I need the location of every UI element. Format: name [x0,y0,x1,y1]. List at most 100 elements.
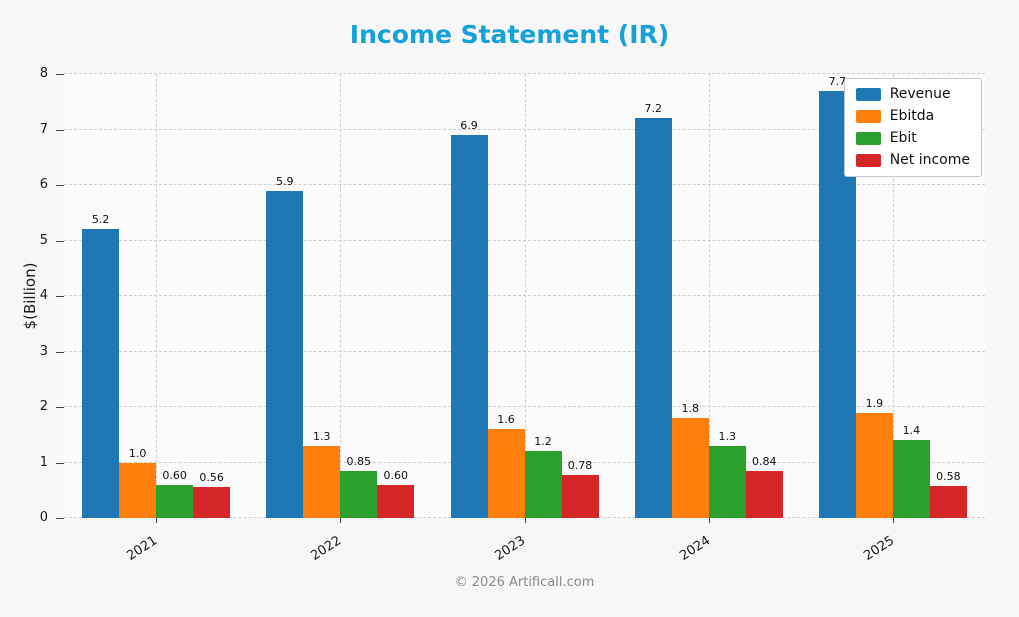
bar-ebitda [487,429,525,518]
y-tick-label: 2 [39,399,48,414]
bar-group: 7.2 1.8 1.3 0.84 [617,74,801,518]
bar-value-label: 0.60 [383,468,409,482]
bar-value-label: 1.2 [534,435,552,449]
x-tick-label: 2025 [861,533,898,564]
legend-label: Ebitda [889,108,935,124]
bar-value-label: 5.2 [91,213,110,227]
v-gridline [708,74,710,518]
y-tick-label: 1 [39,454,48,470]
x-tick-label: 2023 [492,533,529,564]
y-tick-mark [56,407,64,408]
x-tick-label: 2024 [676,533,713,564]
bar-cluster: 6.9 1.6 1.2 0.78 [450,74,599,518]
x-tick-slot: 2024 [617,518,801,570]
bar-value-label: 7.2 [644,102,662,116]
x-axis: 2021 2022 2023 2024 2025 [64,518,985,570]
bar-net-income [929,485,967,518]
legend-label: Ebit [889,130,917,146]
y-tick-mark [56,74,64,75]
bar-column: 1.4 [892,74,930,518]
bar-value-label: 0.60 [162,468,187,482]
bar-net-income [193,486,231,518]
bar-ebitda [119,462,157,518]
bar-ebit [340,470,378,518]
bar-value-label: 7.7 [828,74,847,88]
legend-swatch [855,88,881,101]
legend-item: Revenue [855,86,970,102]
y-tick-mark [56,518,64,519]
legend-swatch [855,110,881,123]
bar-ebit [708,445,746,518]
bar-ebit [892,440,930,518]
y-tick-label: 6 [39,177,48,192]
y-tick-label: 4 [39,288,48,303]
x-tick-mark [340,518,342,523]
bar-value-label: 5.9 [276,174,294,188]
bar-column: 7.2 [634,74,672,518]
x-tick-slot: 2023 [432,518,616,570]
bar-column: 6.9 [450,74,488,518]
bar-net-income [561,474,599,518]
bar-value-label: 0.78 [567,458,593,472]
bar-value-label: 1.9 [865,396,884,410]
bar-ebitda [671,418,709,518]
bar-column: 0.85 [340,74,378,518]
bar-value-label: 0.58 [936,469,961,483]
y-tick-mark [56,129,64,131]
bar-column: 1.9 [855,74,893,518]
bar-column: 0.56 [193,74,231,518]
bar-column: 1.3 [303,74,341,518]
y-axis: 0 1 2 3 4 5 6 7 8 [12,66,64,525]
legend-swatch [855,132,881,145]
bar-group: 5.9 1.3 0.85 0.60 [248,74,432,518]
legend-label: Net income [889,152,970,168]
x-tick-mark [708,518,710,523]
legend-label: Revenue [889,86,951,102]
bar-column: 5.2 [82,74,120,518]
bar-column: 0.78 [561,74,599,518]
y-tick-label: 5 [39,232,48,248]
x-tick-slot: 2021 [64,518,248,570]
y-tick-label: 3 [39,343,48,359]
footer-text: © 2026 Artificall.com [454,575,595,590]
bar-revenue [634,118,672,518]
bar-cluster: 7.2 1.8 1.3 0.84 [634,74,783,518]
bar-value-label: 1.3 [313,429,331,443]
bar-value-label: 6.9 [460,119,478,133]
y-tick-mark [56,351,64,353]
v-gridline [340,74,342,518]
y-tick-mark [56,296,64,297]
bar-column: 1.3 [708,74,746,518]
bar-cluster: 5.9 1.3 0.85 0.60 [266,74,415,518]
bar-column: 1.8 [671,74,709,518]
bar-revenue [450,135,488,518]
x-tick-mark [892,518,894,523]
y-tick-mark [56,462,64,464]
y-tick-label: 8 [39,66,48,81]
bar-column: 1.2 [524,74,562,518]
bar-net-income [377,484,415,518]
bar-group: 6.9 1.6 1.2 0.78 [432,74,616,518]
legend-item: Ebit [855,130,970,146]
bar-value-label: 1.6 [497,413,515,427]
bar-ebit [156,484,194,518]
legend-item: Ebitda [855,108,970,124]
legend-swatch [855,154,881,167]
x-tick-mark [524,518,526,523]
x-tick-mark [156,518,158,523]
plot-area: 5.2 1.0 0.60 0.56 5.9 1.3 0.85 0.60 6.9 1.6 1.2 0.7… [64,73,985,518]
bar-column: 0.84 [745,74,783,518]
chart-title: Income Statement (IR) [349,20,670,49]
bar-value-label: 0.56 [199,470,224,484]
bar-group: 5.2 1.0 0.60 0.56 [64,74,248,518]
bar-net-income [745,471,783,518]
bar-groups: 5.2 1.0 0.60 0.56 5.9 1.3 0.85 0.60 6.9 1.6 1.2 0.7… [64,74,985,518]
bar-column: 1.0 [119,74,157,518]
h-gridline [64,73,985,74]
bar-value-label: 1.3 [718,429,736,443]
y-tick-mark [56,185,64,186]
x-tick-slot: 2025 [801,518,985,570]
x-tick-label: 2021 [124,533,161,564]
y-tick-label: 7 [39,121,48,137]
